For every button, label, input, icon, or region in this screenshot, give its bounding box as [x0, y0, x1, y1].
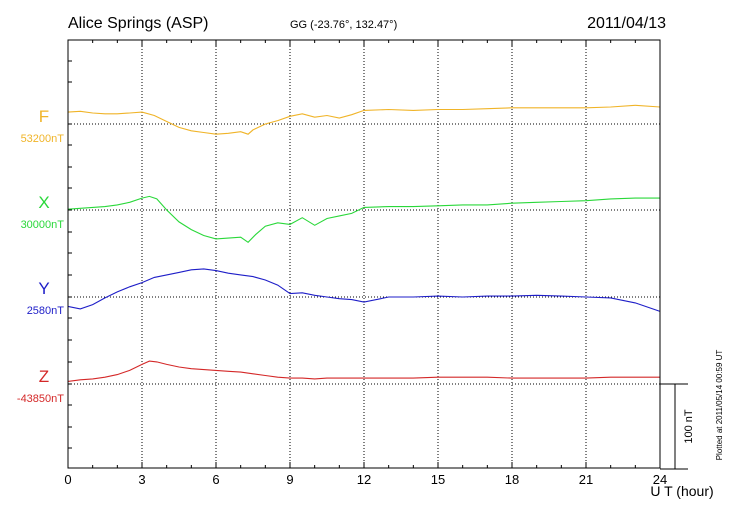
- grid: [68, 40, 660, 468]
- series-name-f: F: [39, 107, 49, 126]
- series-labels: F 53200nT X 30000nT Y 2580nT Z -43850nT: [17, 107, 64, 405]
- scale-bar: 100 nT: [660, 383, 695, 470]
- series-name-z: Z: [39, 367, 49, 386]
- station-coords: GG (-23.76°, 132.47°): [290, 19, 397, 31]
- x-axis-label: U T (hour): [650, 483, 713, 499]
- plot-frame: [67, 39, 661, 469]
- x-tick-label: 0: [64, 472, 71, 487]
- series-name-x: X: [38, 193, 49, 212]
- x-tick-label: 24: [653, 472, 667, 487]
- x-tick-label: 18: [505, 472, 519, 487]
- series-line-f: [67, 104, 661, 135]
- x-tick-label: 15: [431, 472, 445, 487]
- series-baseline-f: 53200nT: [21, 133, 65, 145]
- scale-bar-label: 100 nT: [683, 409, 695, 444]
- series-name-y: Y: [38, 279, 49, 298]
- x-tick-label: 6: [212, 472, 219, 487]
- x-tick-label: 21: [579, 472, 593, 487]
- station-title: Alice Springs (ASP): [68, 15, 209, 32]
- series-baseline-x: 30000nT: [21, 219, 65, 231]
- series-baseline-z: -43850nT: [17, 393, 64, 405]
- series-line-z: [67, 360, 660, 382]
- x-tick-label: 9: [286, 472, 293, 487]
- series-layer: [67, 104, 661, 382]
- observation-date: 2011/04/13: [587, 15, 666, 32]
- series-line-y: [67, 268, 661, 312]
- series-baseline-y: 2580nT: [27, 305, 65, 317]
- x-tick-label: 12: [357, 472, 371, 487]
- plotted-timestamp: Plotted at 2011/05/14 00:59 UT: [715, 350, 724, 461]
- series-line-x: [67, 195, 660, 244]
- x-tick-label: 3: [138, 472, 145, 487]
- x-axis: 0 3 6 9 12 15 18 21 24: [64, 40, 667, 487]
